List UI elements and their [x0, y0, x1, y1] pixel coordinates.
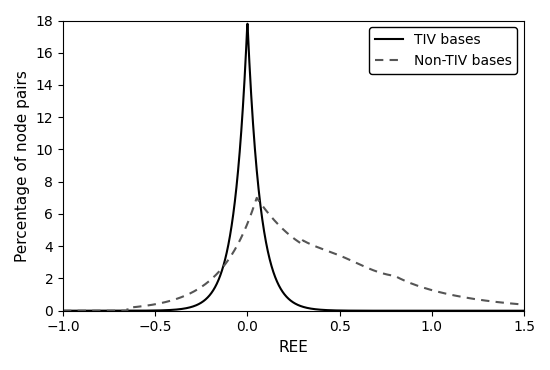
- TIV bases: [83, 309, 90, 313]
- TIV bases: [507, 309, 514, 313]
- Non-TIV bases: [423, 286, 430, 291]
- Non-TIV bases: [254, 196, 260, 200]
- TIV bases: [60, 309, 67, 313]
- TIV bases: [423, 309, 430, 313]
- TIV bases: [284, 296, 291, 300]
- TIV bases: [508, 309, 514, 313]
- Non-TIV bases: [83, 309, 90, 313]
- Non-TIV bases: [507, 301, 514, 306]
- TIV bases: [521, 309, 527, 313]
- Non-TIV bases: [60, 309, 67, 313]
- Non-TIV bases: [508, 301, 514, 306]
- Line: Non-TIV bases: Non-TIV bases: [63, 198, 524, 311]
- TIV bases: [272, 275, 278, 279]
- TIV bases: [244, 21, 251, 26]
- Non-TIV bases: [284, 231, 291, 235]
- Non-TIV bases: [521, 302, 527, 307]
- Non-TIV bases: [272, 219, 278, 223]
- Line: TIV bases: TIV bases: [63, 24, 524, 311]
- X-axis label: REE: REE: [279, 340, 309, 355]
- Y-axis label: Percentage of node pairs: Percentage of node pairs: [15, 70, 30, 262]
- Legend: TIV bases, Non-TIV bases: TIV bases, Non-TIV bases: [369, 27, 517, 74]
